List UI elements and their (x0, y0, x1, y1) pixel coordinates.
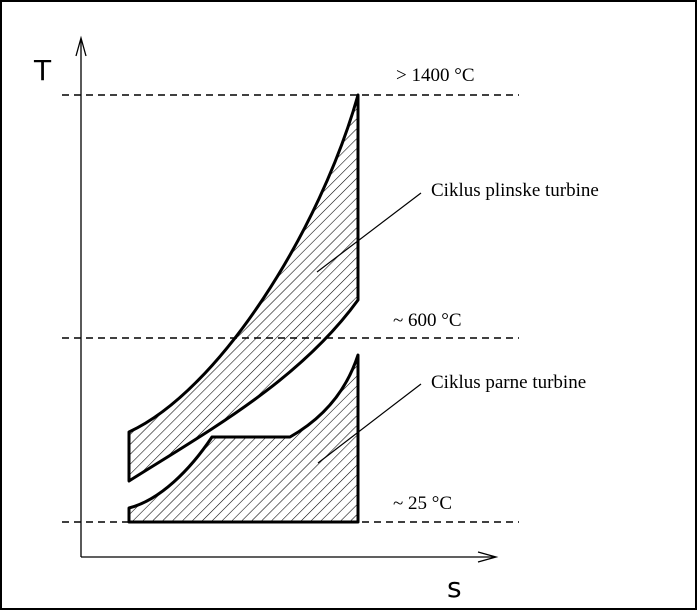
steam-cycle-label: Ciklus parne turbine (431, 372, 586, 393)
steam-turbine-cycle-area (127, 353, 360, 524)
y-axis-arrow (75, 35, 87, 57)
gas-turbine-cycle-area (127, 93, 360, 483)
steam-cycle-leader-line (317, 383, 422, 464)
x-axis-label: s (447, 571, 462, 604)
level-label-low: ~ 25 °C (393, 493, 452, 514)
gas-cycle-label: Ciklus plinske turbine (431, 180, 599, 201)
x-axis-arrow (477, 551, 499, 563)
level-label-high: > 1400 °C (396, 65, 475, 86)
level-label-mid: ~ 600 °C (393, 310, 462, 331)
y-axis-label: T (33, 54, 52, 87)
gas-cycle-leader-line (316, 192, 422, 273)
